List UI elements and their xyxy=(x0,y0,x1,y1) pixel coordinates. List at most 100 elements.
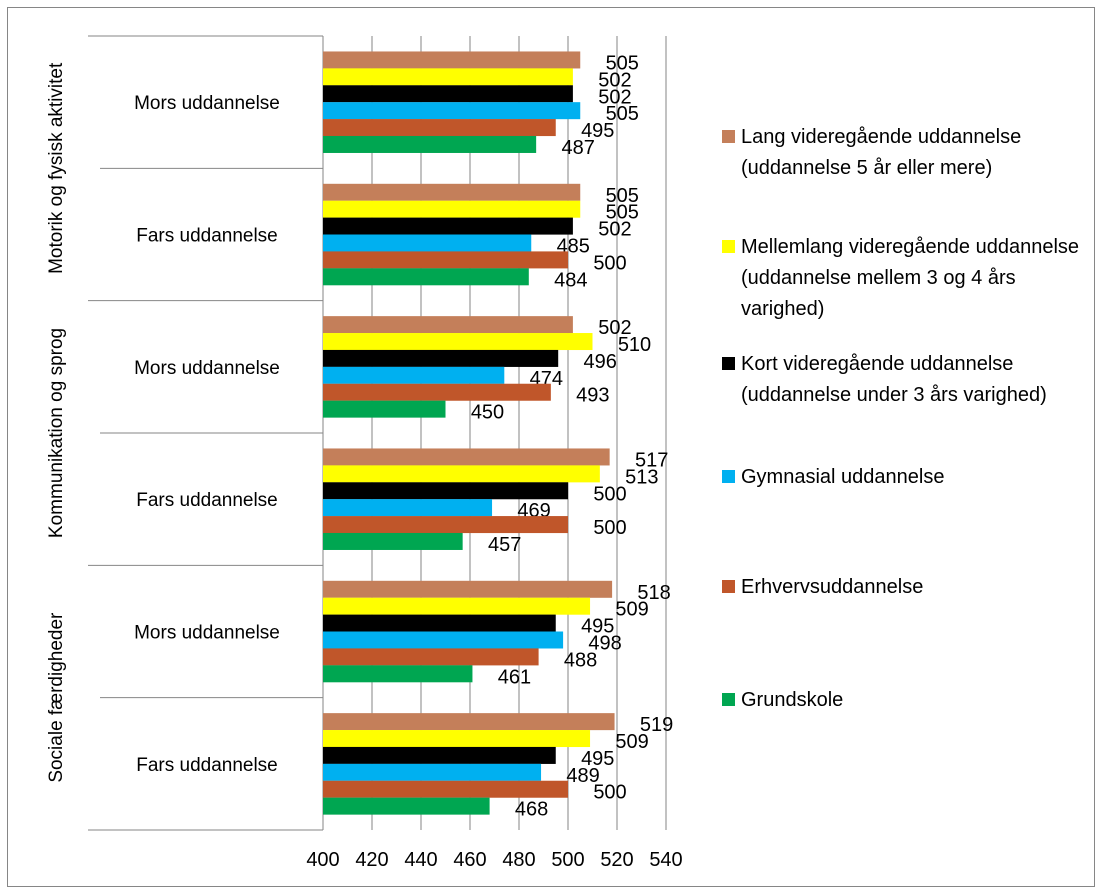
bar-value-label: 496 xyxy=(584,351,617,373)
bar-value-label: 489 xyxy=(566,765,599,787)
bar xyxy=(323,580,613,598)
bar-value-label: 510 xyxy=(618,334,651,356)
subgroup-label: Mors uddannelse xyxy=(134,358,280,379)
bar xyxy=(323,68,573,86)
legend-label: Grundskole xyxy=(741,689,844,711)
bar-value-label: 519 xyxy=(640,714,673,736)
bar-value-label: 500 xyxy=(593,782,626,804)
legend-label: Lang videregående uddannelse (uddannelse… xyxy=(741,126,1022,179)
bar xyxy=(323,200,581,218)
legend-item: Lang videregående uddannelse (uddannelse… xyxy=(722,122,1092,184)
bar xyxy=(323,482,568,500)
subgroup-label: Mors uddannelse xyxy=(134,623,280,644)
bar xyxy=(323,383,551,401)
subgroup-label: Fars uddannelse xyxy=(136,755,278,776)
subgroup-label: Mors uddannelse xyxy=(134,93,280,114)
legend-item: Erhvervsuddannelse xyxy=(722,572,1092,603)
bar xyxy=(323,135,537,153)
bar-value-label: 488 xyxy=(564,649,597,671)
legend-label: Mellemlang videregående uddannelse (udda… xyxy=(741,236,1080,320)
bar xyxy=(323,631,564,649)
bar xyxy=(323,746,556,764)
bar xyxy=(323,366,505,384)
x-tick-label: 540 xyxy=(649,849,682,871)
bar-value-label: 495 xyxy=(581,120,614,142)
bar-value-label: 500 xyxy=(593,252,626,274)
legend-item: Gymnasial uddannelse xyxy=(722,462,1092,493)
legend-swatch xyxy=(722,130,735,143)
bar xyxy=(323,349,559,367)
legend-swatch xyxy=(722,470,735,483)
group-label: Kommunikation og sprog xyxy=(46,328,67,538)
bar xyxy=(323,597,591,615)
bar-value-label: 509 xyxy=(615,731,648,753)
x-tick-label: 480 xyxy=(502,849,535,871)
bar-value-label: 505 xyxy=(606,202,639,224)
group-label: Sociale færdigheder xyxy=(46,612,67,783)
bar-value-label: 505 xyxy=(606,103,639,125)
bar-value-label: 498 xyxy=(588,633,621,655)
bar-value-label: 495 xyxy=(581,616,614,638)
group-label: Motorik og fysisk aktivitet xyxy=(46,62,67,274)
legend-swatch xyxy=(722,357,735,370)
bar-value-label: 513 xyxy=(625,466,658,488)
bar xyxy=(323,499,493,517)
bar-value-label: 517 xyxy=(635,449,668,471)
bar xyxy=(323,102,581,120)
bar-value-label: 450 xyxy=(471,402,504,424)
bar xyxy=(323,51,581,69)
bar xyxy=(323,713,615,731)
bar xyxy=(323,648,539,666)
bar-value-label: 509 xyxy=(615,599,648,621)
bar xyxy=(323,465,600,483)
legend-item: Mellemlang videregående uddannelse (udda… xyxy=(722,232,1092,325)
subgroup-label: Fars uddannelse xyxy=(136,226,278,247)
bar xyxy=(323,119,556,137)
bar xyxy=(323,516,568,534)
bar-value-label: 461 xyxy=(498,666,531,688)
legend-swatch xyxy=(722,693,735,706)
bar xyxy=(323,614,556,632)
bar-value-label: 500 xyxy=(593,517,626,539)
bar xyxy=(323,448,610,466)
bar xyxy=(323,316,573,334)
bar xyxy=(323,532,463,550)
bar-value-label: 505 xyxy=(606,52,639,74)
x-tick-label: 500 xyxy=(551,849,584,871)
legend-swatch xyxy=(722,240,735,253)
bar xyxy=(323,797,490,815)
x-tick-label: 420 xyxy=(355,849,388,871)
bar xyxy=(323,85,573,103)
legend-item: Grundskole xyxy=(722,685,1092,716)
legend-label: Erhvervsuddannelse xyxy=(741,576,924,598)
bar-value-label: 502 xyxy=(598,86,631,108)
x-tick-label: 520 xyxy=(600,849,633,871)
bar-value-label: 457 xyxy=(488,534,521,556)
bar-value-label: 505 xyxy=(606,185,639,207)
bar-value-label: 495 xyxy=(581,748,614,770)
bar-value-label: 502 xyxy=(598,317,631,339)
subgroup-label: Fars uddannelse xyxy=(136,490,278,511)
x-tick-label: 460 xyxy=(453,849,486,871)
x-tick-label: 400 xyxy=(306,849,339,871)
bar xyxy=(323,251,568,269)
bar xyxy=(323,400,446,418)
legend-label: Gymnasial uddannelse xyxy=(741,466,945,488)
bar-value-label: 468 xyxy=(515,799,548,821)
bar xyxy=(323,665,473,683)
bar-value-label: 502 xyxy=(598,69,631,91)
legend-label: Kort videregående uddannelse (uddannelse… xyxy=(741,353,1047,406)
bar xyxy=(323,780,568,798)
bar xyxy=(323,234,532,252)
bar xyxy=(323,333,593,351)
bar-value-label: 493 xyxy=(576,385,609,407)
x-tick-label: 440 xyxy=(404,849,437,871)
bar xyxy=(323,217,573,235)
bar-value-label: 502 xyxy=(598,219,631,241)
bar xyxy=(323,730,591,748)
bar xyxy=(323,763,542,781)
bar xyxy=(323,183,581,201)
bar xyxy=(323,268,529,286)
